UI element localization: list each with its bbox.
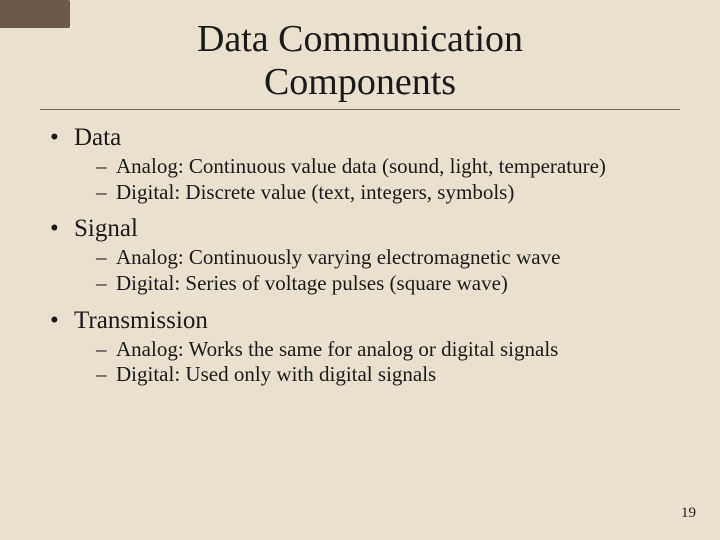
section-heading: Data	[74, 124, 121, 152]
dash-icon: –	[96, 180, 116, 206]
bullet-dot-icon: •	[50, 124, 74, 152]
bullet-l2: – Analog: Continuous value data (sound, …	[96, 154, 680, 180]
bullet-dot-icon: •	[50, 215, 74, 243]
bullet-l2: – Digital: Discrete value (text, integer…	[96, 180, 680, 206]
bullet-l1: • Signal	[50, 215, 680, 243]
title-line-1: Data Communication	[197, 18, 523, 60]
bullet-l1: • Data	[50, 124, 680, 152]
title-underline	[40, 109, 680, 110]
bullet-l2: – Analog: Works the same for analog or d…	[96, 337, 680, 363]
bullet-l2: – Digital: Used only with digital signal…	[96, 362, 680, 388]
dash-icon: –	[96, 154, 116, 180]
page-number: 19	[681, 505, 696, 522]
bullet-l1: • Transmission	[50, 307, 680, 335]
subitem-text: Analog: Continuously varying electromagn…	[116, 245, 680, 271]
section-transmission: • Transmission – Analog: Works the same …	[40, 307, 680, 388]
dash-icon: –	[96, 337, 116, 363]
subitem-text: Digital: Series of voltage pulses (squar…	[116, 271, 680, 297]
dash-icon: –	[96, 271, 116, 297]
dash-icon: –	[96, 245, 116, 271]
slide-title: Data Communication Components	[40, 18, 680, 103]
section-heading: Signal	[74, 215, 138, 243]
corner-decoration	[0, 0, 70, 28]
section-signal: • Signal – Analog: Continuously varying …	[40, 215, 680, 296]
section-data: • Data – Analog: Continuous value data (…	[40, 124, 680, 205]
bullet-l2: – Analog: Continuously varying electroma…	[96, 245, 680, 271]
section-heading: Transmission	[74, 307, 208, 335]
bullet-l2: – Digital: Series of voltage pulses (squ…	[96, 271, 680, 297]
dash-icon: –	[96, 362, 116, 388]
subitem-text: Analog: Continuous value data (sound, li…	[116, 154, 680, 180]
subitem-text: Digital: Used only with digital signals	[116, 362, 680, 388]
title-line-2: Components	[264, 61, 456, 103]
subitem-text: Analog: Works the same for analog or dig…	[116, 337, 680, 363]
subitem-text: Digital: Discrete value (text, integers,…	[116, 180, 680, 206]
bullet-dot-icon: •	[50, 307, 74, 335]
slide-container: Data Communication Components • Data – A…	[0, 0, 720, 540]
slide-content: • Data – Analog: Continuous value data (…	[40, 124, 680, 388]
